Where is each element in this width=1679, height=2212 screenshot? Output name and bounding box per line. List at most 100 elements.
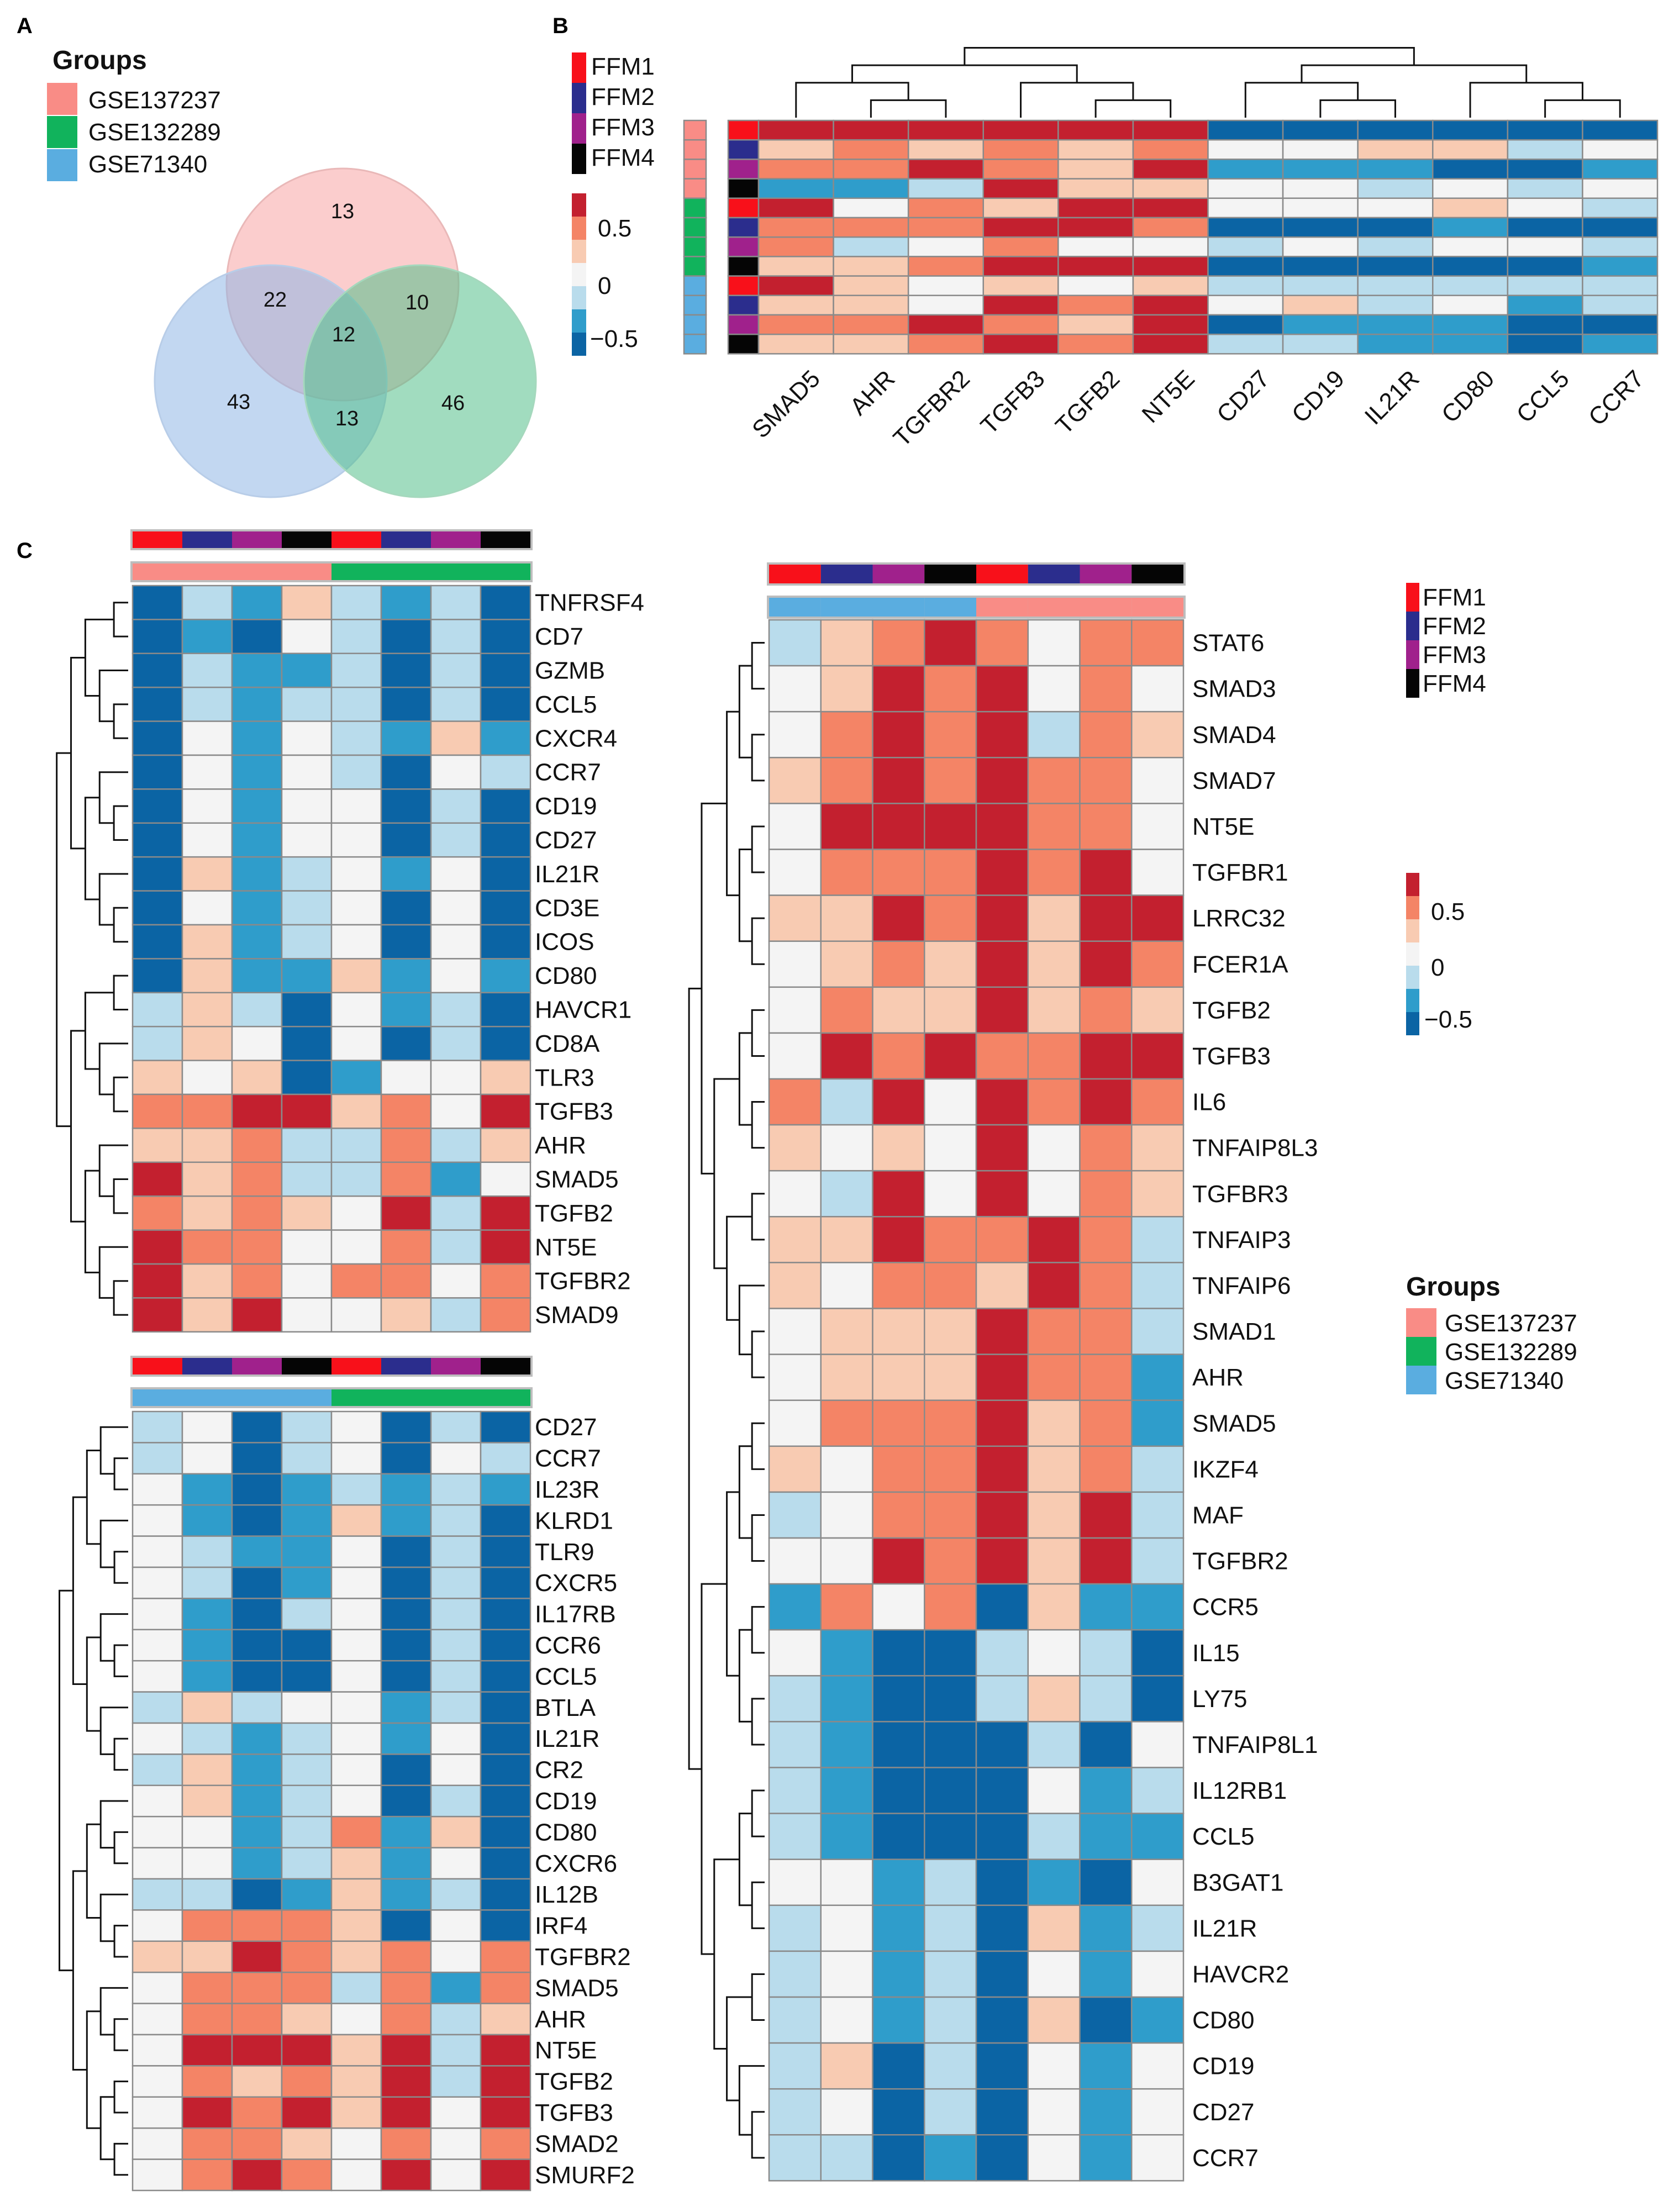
heatmap-cell <box>281 1442 333 1475</box>
heatmap-cell <box>1079 1262 1133 1309</box>
row-label: IL6 <box>1192 1089 1226 1116</box>
heatmap-cell <box>330 1535 382 1568</box>
heatmap-cell <box>131 686 183 722</box>
row-label: TNFAIP8L1 <box>1192 1731 1318 1758</box>
heatmap-cell <box>1079 1537 1133 1585</box>
heatmap-cell <box>907 178 984 199</box>
heatmap-cell <box>1432 256 1509 277</box>
heatmap-cell <box>833 294 909 316</box>
row-annotation-group <box>683 294 707 316</box>
heatmap-cell <box>872 757 925 804</box>
heatmap-cell <box>924 665 977 713</box>
heatmap-cell <box>1282 178 1359 199</box>
heatmap-cell <box>1507 333 1583 355</box>
heatmap-cell <box>1131 1032 1185 1080</box>
heatmap-cell <box>330 2003 382 2036</box>
heatmap-cell <box>757 236 834 257</box>
heatmap-cell <box>380 1971 432 2004</box>
heatmap-cell <box>924 1675 977 1723</box>
heatmap-cell <box>820 1032 873 1080</box>
row-label: GZMB <box>535 657 605 684</box>
heatmap-cell <box>975 1445 1029 1493</box>
heatmap-cell <box>281 822 333 858</box>
heatmap-cell <box>430 2003 482 2036</box>
heatmap-cell <box>872 665 925 713</box>
heatmap-cell <box>430 1504 482 1537</box>
heatmap-cell <box>1432 139 1509 160</box>
heatmap-cell <box>820 1950 873 1998</box>
heatmap-cell <box>1131 1445 1185 1493</box>
heatmap-cell <box>131 2003 183 2036</box>
heatmap-cell <box>820 1170 873 1218</box>
heatmap-cell <box>820 803 873 850</box>
heatmap-cell <box>924 1216 977 1263</box>
heatmap-cell <box>231 1847 283 1880</box>
heatmap-cell <box>820 1813 873 1860</box>
heatmap-cell <box>768 2042 822 2090</box>
dendrogram-branch <box>113 1457 128 1491</box>
heatmap-cell <box>924 2042 977 2090</box>
legend-label-ffm1: FFM1 <box>1423 584 1486 611</box>
heatmap-cell <box>231 1722 283 1755</box>
heatmap-cell <box>181 2034 233 2067</box>
col-annotation-group <box>331 1389 381 1406</box>
heatmap-cell <box>1079 665 1133 713</box>
heatmap-cell <box>380 1161 432 1197</box>
panel-label-a: A <box>17 14 33 38</box>
heatmap-cell <box>975 2134 1029 2182</box>
heatmap-cell <box>872 1675 925 1723</box>
heatmap-cell <box>181 1504 233 1537</box>
heatmap-cell <box>380 1535 432 1568</box>
col-annotation-ffm <box>769 565 821 583</box>
heatmap-cell <box>1207 119 1284 141</box>
col-annotation-ffm <box>872 565 925 583</box>
heatmap-cell <box>924 619 977 667</box>
heatmap-cell <box>1432 236 1509 257</box>
heatmap-cell <box>1079 2042 1133 2090</box>
row-label: TGFBR1 <box>1192 859 1288 886</box>
heatmap-cell <box>1132 275 1209 297</box>
legend-label-ffm3: FFM3 <box>591 114 655 141</box>
col-annotation-group <box>431 563 481 580</box>
heatmap-cell <box>1131 1675 1185 1723</box>
heatmap-cell <box>924 1629 977 1677</box>
heatmap-cell <box>1079 2088 1133 2136</box>
heatmap-cell <box>480 1297 531 1333</box>
dendrogram-branch <box>98 771 128 824</box>
legend-swatch-gse132289 <box>1406 1337 1436 1366</box>
row-label: CD80 <box>535 962 597 989</box>
heatmap-cell <box>181 2158 233 2192</box>
legend-swatch-gse132289 <box>47 116 77 148</box>
heatmap-cell <box>907 314 984 335</box>
col-annotation-group <box>331 563 381 580</box>
column-label: TGFB3 <box>976 365 1050 440</box>
heatmap-cell <box>1432 159 1509 180</box>
heatmap-cell <box>480 619 531 655</box>
heatmap-cell <box>430 686 482 722</box>
heatmap-cell <box>480 720 531 756</box>
venn-count-only-gse71340: 43 <box>227 391 250 414</box>
heatmap-cell <box>1027 1858 1081 1906</box>
heatmap-cell <box>1131 1170 1185 1218</box>
heatmap-cell <box>1282 256 1359 277</box>
heatmap-cell <box>1582 236 1659 257</box>
heatmap-cell <box>181 1025 233 1061</box>
heatmap-cell <box>231 584 283 620</box>
color-scale-legend-b: 0.5 0 −0.5 <box>572 193 638 356</box>
row-label: IL21R <box>535 861 599 888</box>
heatmap-cell <box>380 686 432 722</box>
row-label: SMURF2 <box>535 2162 635 2189</box>
heatmap-cell <box>330 1093 382 1129</box>
row-annotation-ffm <box>727 333 760 355</box>
heatmap-cell <box>281 1971 333 2004</box>
scale-swatch <box>572 240 586 263</box>
heatmap-cell <box>1132 159 1209 180</box>
heatmap-cell <box>1131 1353 1185 1401</box>
col-annotation-ffm <box>381 1358 431 1374</box>
heatmap-cell <box>181 754 233 790</box>
heatmap-cell <box>181 822 233 858</box>
heatmap-cell <box>1282 275 1359 297</box>
row-annotation-ffm <box>727 119 760 141</box>
heatmap-cell <box>768 1583 822 1631</box>
heatmap-cell <box>330 1878 382 1911</box>
